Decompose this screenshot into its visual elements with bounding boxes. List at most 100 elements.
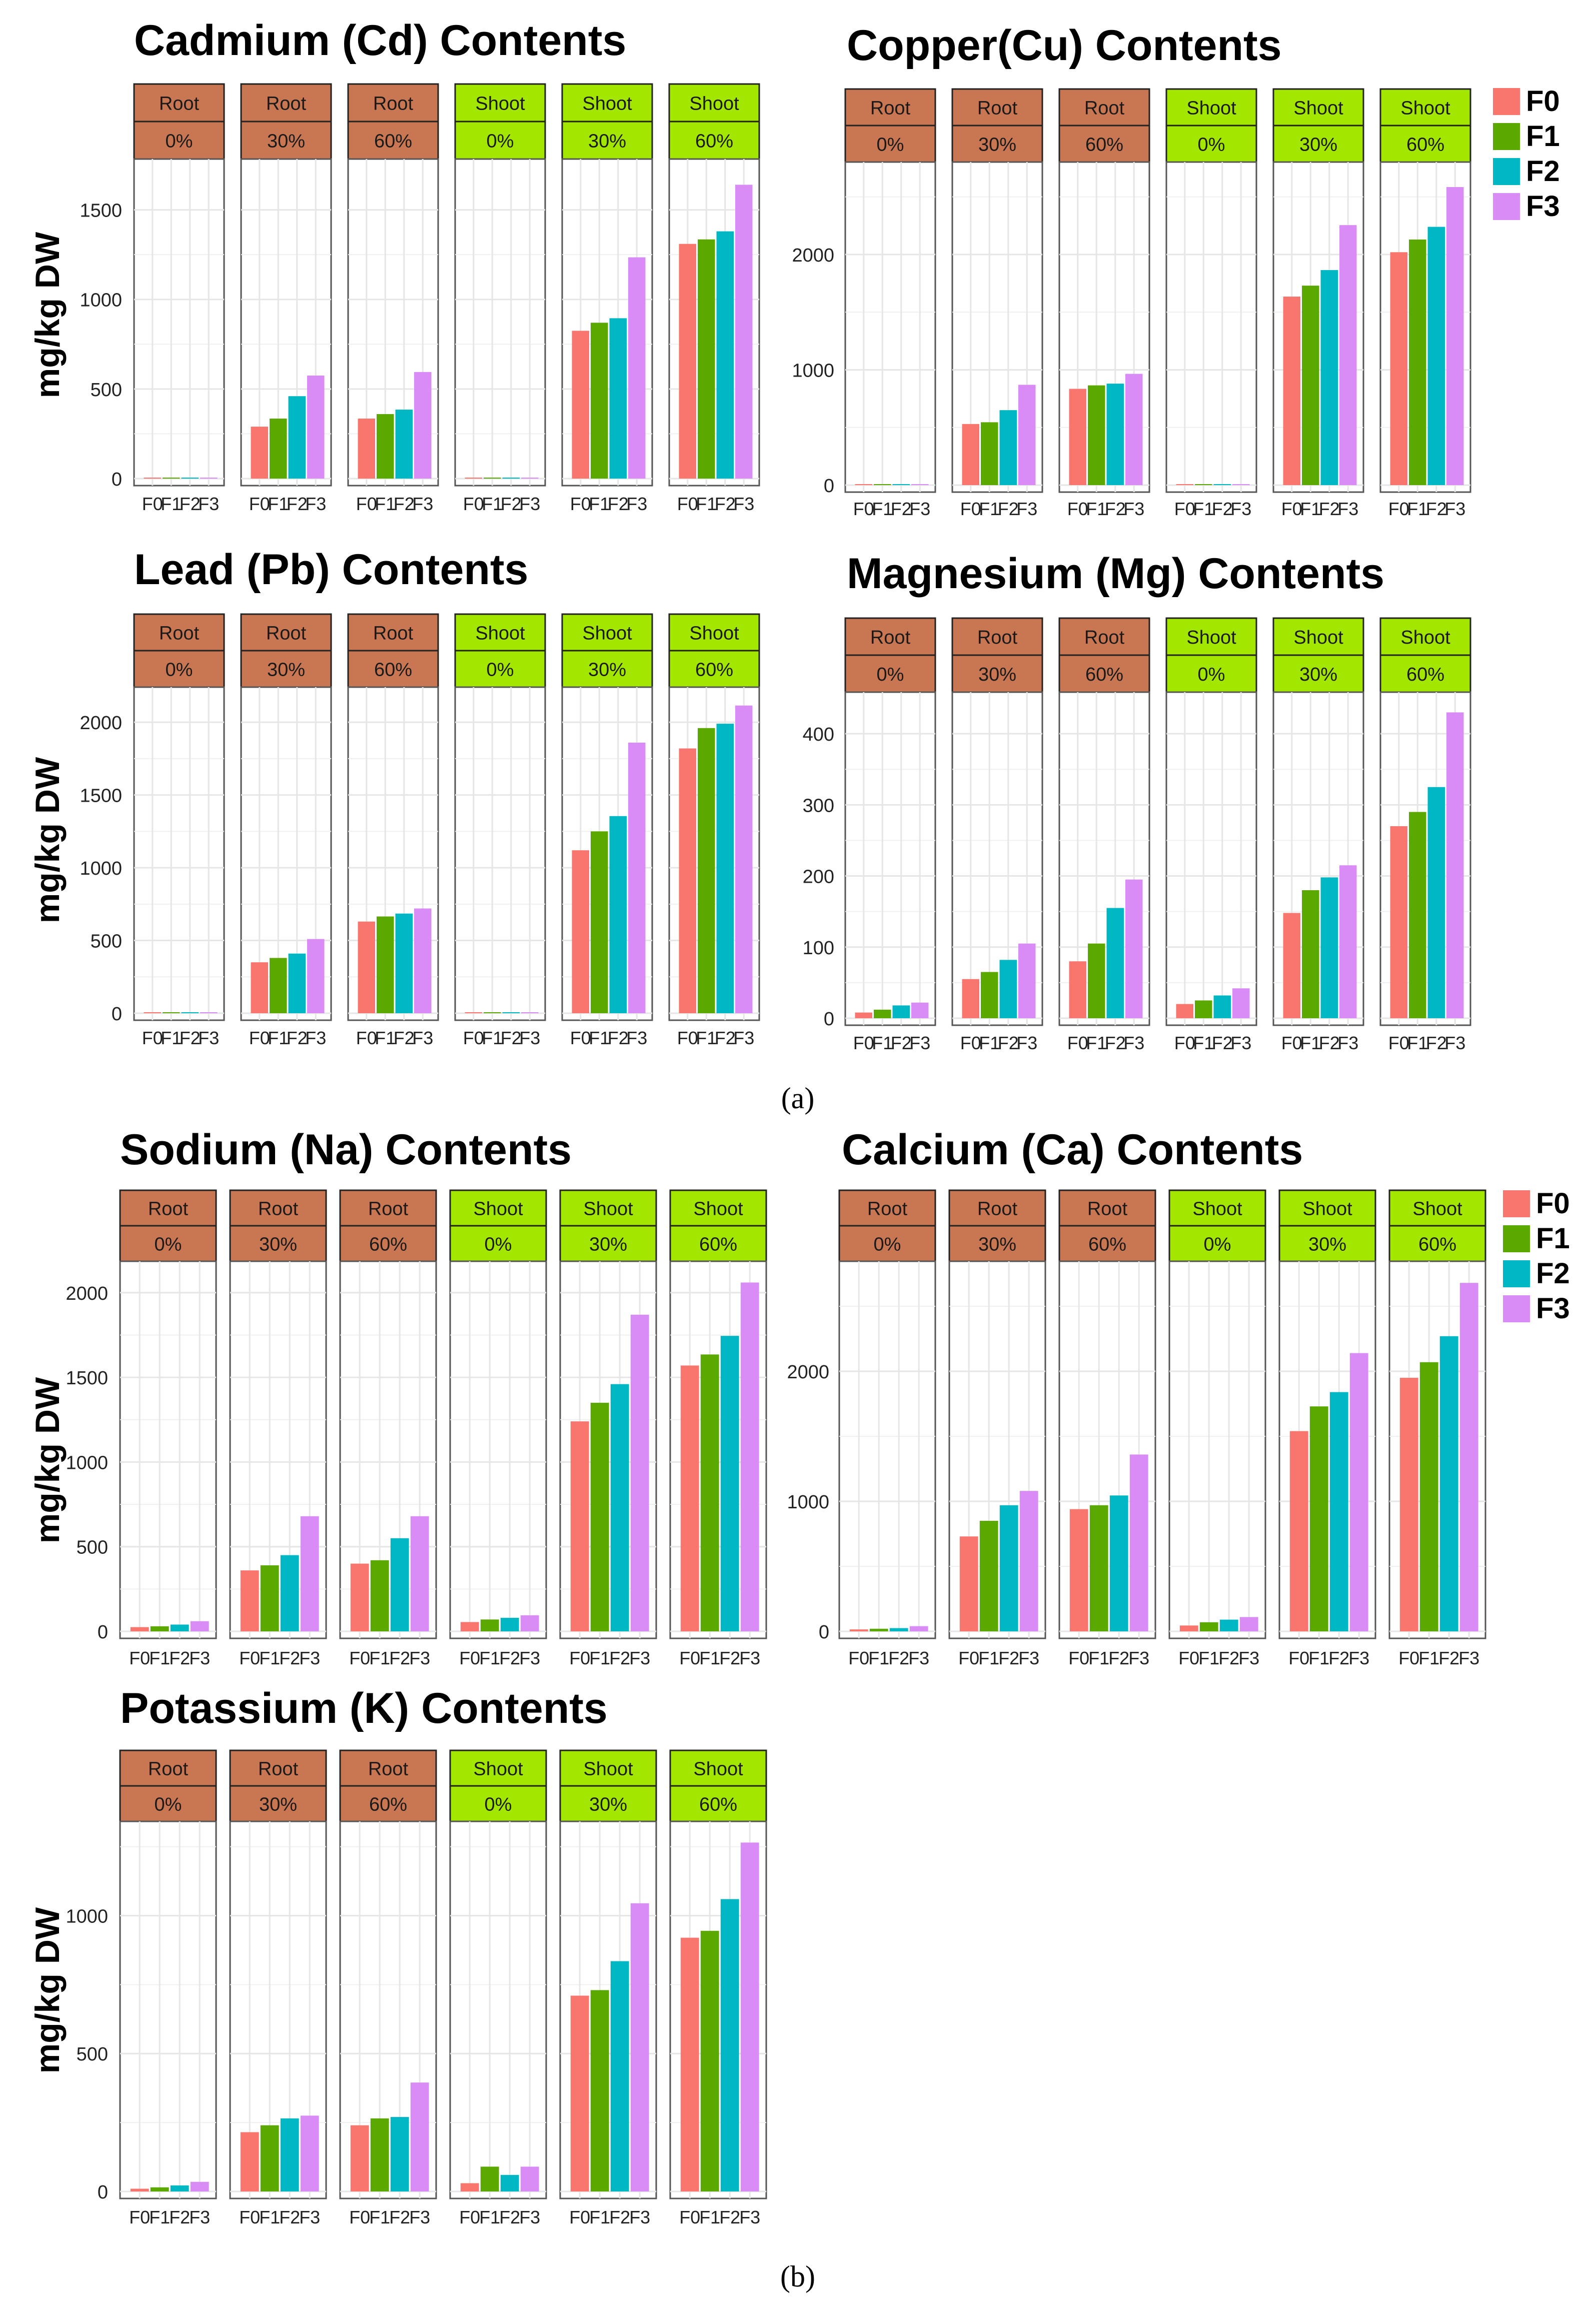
- bar-f0: [1289, 1431, 1308, 1631]
- facet-strip-part-label: Root: [148, 1199, 189, 1220]
- x-tick-label: F3: [909, 1033, 930, 1053]
- y-axis-label: mg/kg DW: [29, 1377, 67, 1543]
- x-tick-label: F3: [733, 494, 754, 514]
- x-tick-label: F3: [299, 2207, 320, 2227]
- x-tick-label: F2: [1212, 499, 1233, 519]
- bar-f0: [570, 1995, 589, 2191]
- bar-f2: [502, 1012, 520, 1013]
- bar-f3: [520, 2166, 539, 2191]
- facet-strip-level-label: 30%: [1299, 135, 1337, 156]
- legend-label: F1: [1536, 1222, 1570, 1255]
- x-tick-label: F1: [1086, 1033, 1107, 1053]
- y-tick-label: 100: [803, 938, 834, 959]
- y-tick-label: 1500: [80, 786, 122, 807]
- x-tick-label: F0: [239, 2207, 260, 2227]
- facet-strip-part: [838, 1189, 936, 1227]
- bar-f3: [911, 484, 929, 485]
- bar-f2: [181, 478, 199, 479]
- facet-strip-level-label: 0%: [155, 1794, 182, 1815]
- facet-strip-part-label: Root: [159, 623, 200, 644]
- x-tick-label: F0: [1281, 499, 1302, 519]
- bar-f0: [460, 2183, 479, 2191]
- x-tick-label: F3: [1238, 1648, 1259, 1668]
- facet-strip-part-label: Shoot: [473, 1759, 523, 1780]
- y-tick-label: 200: [803, 867, 834, 888]
- bar-f2: [1439, 1336, 1458, 1631]
- bar-f1: [591, 323, 608, 479]
- facet-strip-part-label: Root: [258, 1759, 299, 1780]
- x-tick-label: F3: [519, 494, 540, 514]
- bar-f0: [465, 478, 482, 479]
- facet-strip-level-label: 30%: [267, 660, 305, 681]
- bar-f1: [590, 1990, 609, 2191]
- facet-strip-part-label: Root: [977, 98, 1018, 119]
- facet-strip-part-label: Root: [867, 1199, 908, 1220]
- bar-f0: [1283, 297, 1300, 485]
- x-tick-label: F2: [715, 494, 736, 514]
- x-tick-label: F2: [169, 2207, 190, 2227]
- bar-f3: [1019, 1491, 1038, 1631]
- facet-strip-level-label: 0%: [166, 131, 193, 152]
- bar-f3: [410, 2082, 429, 2191]
- x-tick-label: F2: [287, 494, 308, 514]
- bar-f0: [679, 748, 696, 1013]
- bar-f0: [679, 244, 696, 479]
- facet-strip-level: [449, 1225, 547, 1262]
- x-tick-label: F1: [589, 1648, 610, 1668]
- x-tick-label: F1: [589, 1028, 610, 1048]
- bar-f2: [609, 318, 627, 479]
- x-tick-label: F0: [960, 499, 981, 519]
- y-tick-label: 500: [77, 2044, 108, 2065]
- bar-f3: [410, 1516, 429, 1631]
- facet-strip-level-label: 30%: [259, 1794, 297, 1815]
- x-tick-label: F3: [198, 494, 219, 514]
- bar-f0: [240, 2132, 259, 2191]
- x-tick-label: F0: [1398, 1648, 1419, 1668]
- x-tick-label: F2: [501, 1028, 522, 1048]
- x-tick-label: F1: [1308, 1648, 1329, 1668]
- x-tick-label: F0: [459, 1648, 480, 1668]
- x-tick-label: F1: [872, 1033, 893, 1053]
- x-tick-label: F1: [868, 1648, 889, 1668]
- facet-strip-part-label: Shoot: [1186, 98, 1236, 119]
- plot-area: [133, 158, 225, 487]
- bar-f3: [1339, 865, 1357, 1018]
- bar-f2: [500, 2174, 519, 2191]
- x-tick-label: F3: [1337, 1033, 1358, 1053]
- x-tick-label: F2: [499, 1648, 520, 1668]
- facet-strip-level: [1388, 1225, 1486, 1262]
- x-tick-label: F3: [519, 1028, 540, 1048]
- x-tick-label: F1: [589, 494, 610, 514]
- facet-strip-part: [229, 1189, 327, 1227]
- bar-f1: [1419, 1362, 1438, 1631]
- x-tick-label: F3: [1128, 1648, 1149, 1668]
- facet-strip-part: [1165, 88, 1257, 127]
- x-tick-label: F0: [960, 1033, 981, 1053]
- bar-f1: [484, 478, 501, 479]
- bar-f2: [716, 724, 734, 1013]
- x-tick-label: F2: [608, 1028, 629, 1048]
- facet-strip-level-label: 30%: [589, 1234, 627, 1255]
- facet-strip-part-label: Shoot: [693, 1199, 743, 1220]
- bar-f0: [130, 1627, 149, 1631]
- x-tick-label: F0: [958, 1648, 979, 1668]
- facet-strip-level-label: 30%: [267, 131, 305, 152]
- bar-f1: [979, 1521, 998, 1631]
- facet-strip-part-label: Root: [258, 1199, 299, 1220]
- x-tick-label: F2: [394, 494, 415, 514]
- x-tick-label: F1: [259, 1648, 280, 1668]
- facet-strip-part-label: Shoot: [689, 94, 739, 115]
- x-tick-label: F1: [1407, 1033, 1428, 1053]
- y-tick-label: 500: [91, 931, 122, 952]
- x-tick-label: F2: [888, 1648, 909, 1668]
- y-tick-label: 2000: [80, 713, 122, 734]
- bar-f0: [855, 484, 872, 485]
- x-tick-label: F1: [589, 2207, 610, 2227]
